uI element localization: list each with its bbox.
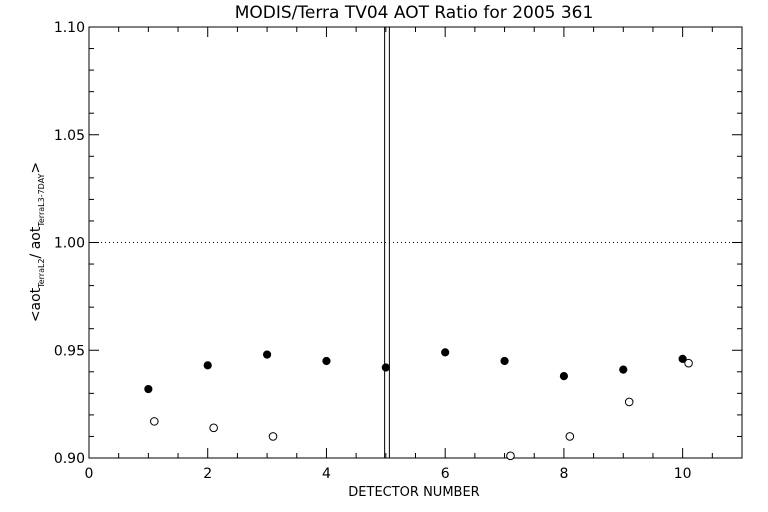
filled-data-point	[619, 365, 628, 374]
plot-frame	[88, 26, 743, 459]
x-tick-label: 10	[674, 466, 692, 482]
x-tick-label: 2	[203, 466, 212, 482]
filled-data-point	[203, 361, 212, 370]
y-tick-label: 0.90	[54, 451, 85, 467]
y-axis-label: <aotTerraL2/ aotTerraL3-7DAY>	[28, 162, 46, 322]
open-data-point	[684, 358, 693, 368]
axis-ticks	[88, 26, 743, 459]
open-data-point	[624, 397, 634, 407]
y-tick-label: 0.95	[54, 343, 85, 359]
x-tick-label: 6	[441, 466, 450, 482]
filled-data-point	[144, 384, 153, 394]
y-tick-label: 1.00	[54, 236, 85, 252]
x-tick-labels: 0 2 4 6 8 10	[85, 466, 692, 482]
filled-data-point	[678, 354, 687, 363]
y-tick-label: 1.10	[54, 20, 85, 36]
filled-data-point	[381, 363, 390, 372]
filled-data-point	[559, 372, 569, 381]
reference-lines	[89, 27, 742, 458]
filled-data-point	[262, 350, 272, 359]
chart-title: MODIS/Terra TV04 AOT Ratio for 2005 361	[235, 3, 594, 23]
y-tick-labels: 0.90 0.95 1.00 1.05 1.10	[54, 20, 85, 467]
open-data-point	[506, 451, 515, 461]
x-axis-label: DETECTOR NUMBER	[348, 485, 479, 500]
y-tick-label: 1.05	[54, 128, 85, 144]
filled-data-point	[500, 356, 509, 366]
open-data-point	[150, 417, 159, 426]
open-data-point	[565, 432, 575, 441]
filled-data-point	[322, 356, 331, 366]
x-tick-label: 0	[85, 466, 94, 482]
x-tick-label: 8	[559, 466, 568, 482]
data-points	[144, 348, 693, 461]
x-tick-label: 4	[322, 466, 331, 482]
open-data-point	[209, 423, 218, 433]
filled-data-point	[441, 348, 450, 357]
open-data-point	[268, 432, 278, 441]
